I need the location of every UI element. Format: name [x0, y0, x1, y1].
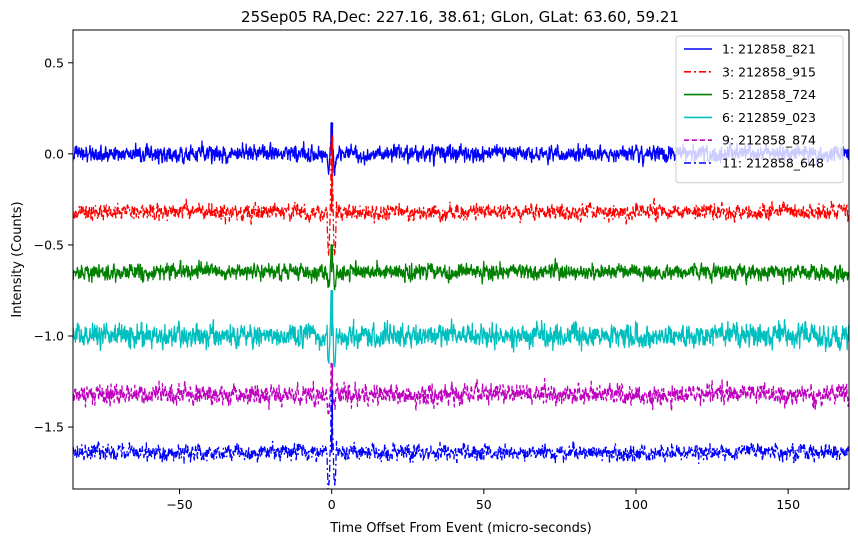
event-spike-3: [330, 244, 334, 273]
legend-label: 11: 212858_648: [722, 156, 824, 171]
series-line-5: [73, 362, 849, 415]
event-spike-6: [330, 390, 334, 453]
series-layer: [73, 122, 849, 489]
x-tick-label: 150: [776, 497, 800, 512]
series-line-3: [73, 244, 849, 291]
legend-label: 3: 212858_915: [722, 64, 816, 79]
x-tick-label: 100: [624, 497, 648, 512]
series-line-2: [73, 134, 849, 257]
legend-label: 1: 212858_821: [722, 42, 816, 57]
x-axis-label: Time Offset From Event (micro-seconds): [329, 521, 592, 536]
y-axis-ticks: 0.5 0.0 −0.5 −1.0 −1.5: [34, 55, 73, 435]
chart-title: 25Sep05 RA,Dec: 227.16, 38.61; GLon, GLa…: [241, 8, 679, 26]
legend-box: [675, 35, 844, 184]
series-line-6: [73, 389, 849, 489]
plot-frame: [72, 29, 850, 490]
legend-label: 9: 212858_874: [722, 133, 816, 148]
y-axis-label: Intensity (Counts): [10, 201, 25, 317]
y-tick-label: −1.5: [34, 420, 64, 435]
x-tick-label: 0: [328, 497, 336, 512]
x-axis-ticks: −50 0 50 100 150: [166, 489, 800, 512]
x-tick-label: −50: [166, 497, 192, 512]
x-tick-label: 50: [476, 497, 492, 512]
event-spike-4: [330, 290, 334, 337]
y-tick-label: −0.5: [34, 237, 64, 252]
y-tick-label: −1.0: [34, 329, 64, 344]
legend-label: 6: 212859_023: [722, 110, 816, 125]
event-spike-5: [330, 363, 334, 395]
legend-label: 5: 212858_724: [722, 87, 816, 102]
series-line-4: [73, 289, 849, 368]
legend: 1: 212858_821 3: 212858_915 5: 212858_724 6…: [675, 35, 844, 184]
event-spike-2: [330, 135, 334, 213]
y-tick-label: 0.5: [44, 55, 64, 70]
y-tick-label: 0.0: [44, 146, 64, 161]
